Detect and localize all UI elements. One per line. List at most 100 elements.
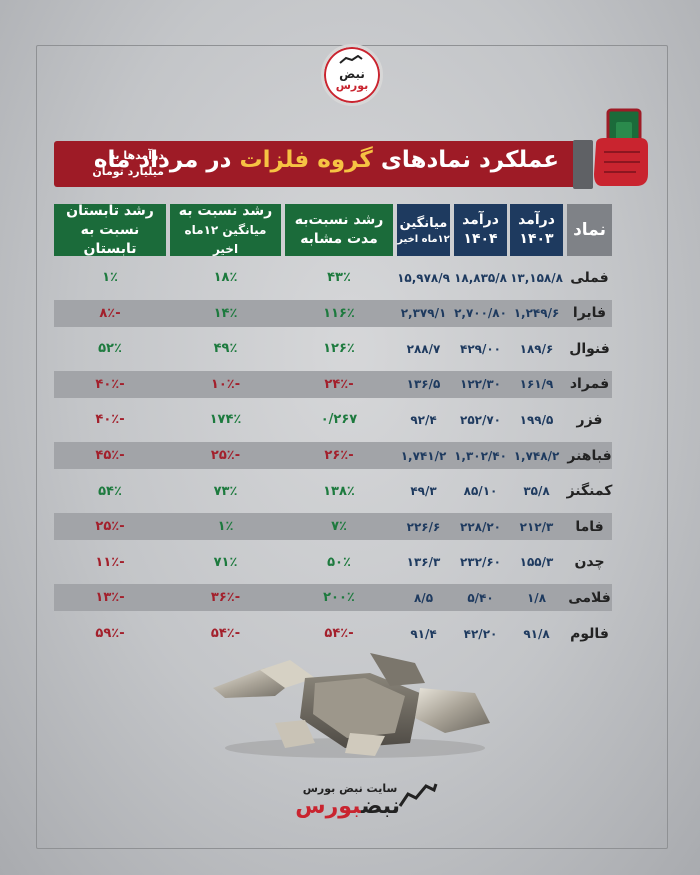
- cell-g-avg: ۱٪: [217, 519, 234, 535]
- logo-text-bottom: بورس: [335, 79, 369, 92]
- cell-g-same: ۱۲۶٪: [323, 341, 355, 357]
- footer-site-label: سایت نبض بورس: [302, 782, 398, 795]
- cell-g-same: ۱۱۶٪: [323, 305, 355, 321]
- col-header-growth-summer-l2: نسبت به تابستان: [80, 221, 140, 257]
- cell-rev1404: ۵/۴۰: [467, 590, 494, 605]
- cell-rev1404: ۴۲۹/۰۰: [460, 341, 502, 356]
- title-highlight: گروه فلزات: [239, 147, 373, 173]
- table-row: فالوم ۹۱/۸ ۴۲/۲۰ ۹۱/۴ -۵۴٪ -۵۴٪ -۵۹٪: [54, 620, 612, 647]
- cell-rev1403: ۱۹۹/۵: [519, 412, 554, 427]
- title-banner: عملکرد نمادهای گروه فلزات در مرداد ماه د…: [54, 141, 577, 187]
- cell-rev1404: ۱,۳۰۲/۴۰: [454, 448, 507, 463]
- col-header-avg-l1: میانگین: [399, 216, 448, 231]
- bull-icon: [339, 55, 363, 64]
- cell-symbol: فملی: [570, 269, 609, 286]
- bull-icon: [398, 783, 438, 807]
- cell-g-avg: -۱۰٪: [210, 376, 241, 392]
- cell-avg: ۸/۵: [413, 590, 434, 605]
- cell-g-same: ۱۳۸٪: [323, 483, 355, 499]
- cell-rev1404: ۸۵/۱۰: [463, 484, 498, 499]
- cell-symbol: فباهنر: [567, 447, 612, 464]
- col-header-rev1403: درآمد ۱۴۰۳: [510, 204, 563, 256]
- cell-rev1404: ۲۵۲/۷۰: [460, 412, 502, 427]
- cell-avg: ۱,۷۴۱/۲: [400, 448, 447, 463]
- cell-g-avg: ۴۹٪: [213, 341, 238, 357]
- row-band: [54, 584, 612, 612]
- cell-rev1404: ۱۲۲/۳۰: [460, 377, 502, 392]
- col-header-symbol-label: نماد: [573, 219, 606, 240]
- cell-g-avg: ۱۷۴٪: [209, 412, 242, 428]
- cell-g-same: ۷٪: [331, 519, 347, 535]
- cell-g-same: ۴۳٪: [327, 270, 351, 285]
- table-row: فباهنر ۱,۷۴۸/۲ ۱,۳۰۲/۴۰ ۱,۷۴۱/۲ -۲۶٪ -۲۵٪ -۴۵٪: [54, 442, 612, 469]
- col-header-growth-summer: رشد تابستان نسبت به تابستان: [54, 202, 166, 257]
- cell-rev1404: ۲۳۲/۶۰: [460, 555, 502, 570]
- col-header-symbol: نماد: [567, 204, 612, 256]
- table-row: چدن ۱۵۵/۳ ۲۳۲/۶۰ ۱۳۶/۳ ۵۰٪ ۷۱٪ -۱۱٪: [54, 549, 612, 576]
- table-row: فمراد ۱۶۱/۹ ۱۲۲/۳۰ ۱۳۶/۵ -۲۴٪ -۱۰٪ -۴۰٪: [54, 370, 612, 398]
- col-header-rev1404-l1: درآمد: [462, 212, 499, 228]
- cell-symbol: چدن: [574, 554, 605, 571]
- cell-g-summer: -۵۹٪: [95, 626, 125, 641]
- table-row: فایرا ۱,۲۴۹/۶ ۲,۷۰۰/۸۰ ۲,۳۷۹/۱ ۱۱۶٪ ۱۴٪ -۸٪: [54, 299, 612, 327]
- page-title: عملکرد نمادهای گروه فلزات در مرداد ماه: [94, 147, 559, 173]
- col-header-rev1404: درآمد ۱۴۰۴: [454, 204, 507, 256]
- cell-rev1403: ۱/۸: [526, 590, 547, 605]
- cell-g-same: -۵۴٪: [324, 626, 354, 641]
- cell-symbol: فلامی: [568, 589, 611, 606]
- cell-rev1403: ۹۱/۸: [523, 626, 550, 641]
- footer-brand-part-2: بورس: [295, 794, 362, 819]
- cell-rev1403: ۱۶۱/۹: [519, 377, 554, 392]
- row-band: [54, 442, 612, 469]
- footer-brand: سایت نبض بورس نبضبورس: [295, 780, 460, 830]
- table-row: فاما ۲۱۲/۳ ۲۲۸/۲۰ ۲۲۶/۶ ۷٪ ۱٪ -۲۵٪: [54, 513, 612, 541]
- cell-g-avg: -۳۶٪: [210, 590, 241, 606]
- cell-g-avg: ۷۳٪: [213, 483, 238, 499]
- cell-g-summer: -۲۵٪: [95, 519, 125, 535]
- col-header-rev1403-l1: درآمد: [518, 212, 555, 228]
- cell-g-summer: -۸٪: [99, 305, 121, 321]
- col-header-growth-avg-l1: رشد نسبت به: [178, 202, 273, 219]
- cell-rev1403: ۱۸۹/۶: [519, 341, 554, 356]
- cell-g-summer: -۴۰٪: [95, 376, 125, 392]
- cell-symbol: فاما: [575, 518, 604, 535]
- cell-g-summer: -۴۰٪: [95, 412, 125, 428]
- cell-g-same: ۰/۲۶۷: [320, 412, 358, 428]
- table-row: فنوال ۱۸۹/۶ ۴۲۹/۰۰ ۲۸۸/۷ ۱۲۶٪ ۴۹٪ ۵۲٪: [54, 335, 612, 362]
- footer-brand-name: نبضبورس: [295, 794, 400, 819]
- cell-rev1404: ۱۸,۸۳۵/۸: [454, 270, 507, 285]
- cell-g-same: -۲۴٪: [324, 376, 354, 392]
- table-row: فزر ۱۹۹/۵ ۲۵۲/۷۰ ۹۲/۴ ۰/۲۶۷ ۱۷۴٪ -۴۰٪: [54, 406, 612, 433]
- col-header-growth-avg: رشد نسبت به میانگین ۱۲ماه اخیر: [170, 202, 281, 256]
- sleeve-cuff: [573, 140, 593, 189]
- cell-avg: ۲۲۶/۶: [406, 519, 441, 534]
- cell-g-summer: -۴۵٪: [95, 448, 125, 463]
- cell-rev1403: ۱,۷۴۸/۲: [513, 448, 560, 463]
- cell-g-summer: ۱٪: [102, 270, 118, 285]
- cell-rev1404: ۲۲۸/۲۰: [460, 519, 502, 534]
- cell-g-same: ۲۰۰٪: [323, 590, 355, 606]
- cell-avg: ۱۳۶/۳: [406, 555, 441, 570]
- cell-rev1403: ۱۵۵/۳: [519, 555, 554, 570]
- title-part-1: عملکرد نمادهای: [372, 147, 559, 173]
- col-header-avg: میانگین ۱۲ماه اخیر: [397, 204, 450, 256]
- col-header-growth-same-l2: مدت مشابه: [300, 231, 378, 247]
- units-note: درآمدها به میلیارد تومان: [92, 149, 164, 178]
- table-row: فلامی ۱/۸ ۵/۴۰ ۸/۵ ۲۰۰٪ -۳۶٪ -۱۳٪: [54, 584, 612, 612]
- cell-avg: ۹۲/۴: [410, 412, 437, 427]
- cell-g-summer: -۱۱٪: [95, 554, 125, 570]
- col-header-growth-summer-l1: رشد تابستان: [66, 202, 154, 219]
- cell-symbol: فزر: [576, 411, 603, 428]
- cell-g-avg: ۱۸٪: [213, 270, 238, 285]
- table-row: فملی ۱۳,۱۵۸/۸ ۱۸,۸۳۵/۸ ۱۵,۹۷۸/۹ ۴۳٪ ۱۸٪ ۱٪: [54, 264, 612, 291]
- cell-symbol: فمراد: [569, 376, 610, 393]
- cell-rev1404: ۴۲/۲۰: [463, 626, 498, 641]
- table-row: کمنگنز ۳۵/۸ ۸۵/۱۰ ۴۹/۳ ۱۳۸٪ ۷۳٪ ۵۴٪: [54, 478, 612, 505]
- row-band: [54, 299, 612, 327]
- cell-g-avg: -۵۴٪: [210, 626, 241, 641]
- cell-avg: ۹۱/۴: [410, 626, 437, 641]
- cell-avg: ۴۹/۳: [410, 484, 437, 499]
- cell-avg: ۲,۳۷۹/۱: [400, 306, 447, 321]
- brand-logo: نبض بورس: [321, 44, 383, 106]
- logo-text-top: نبض: [339, 67, 365, 81]
